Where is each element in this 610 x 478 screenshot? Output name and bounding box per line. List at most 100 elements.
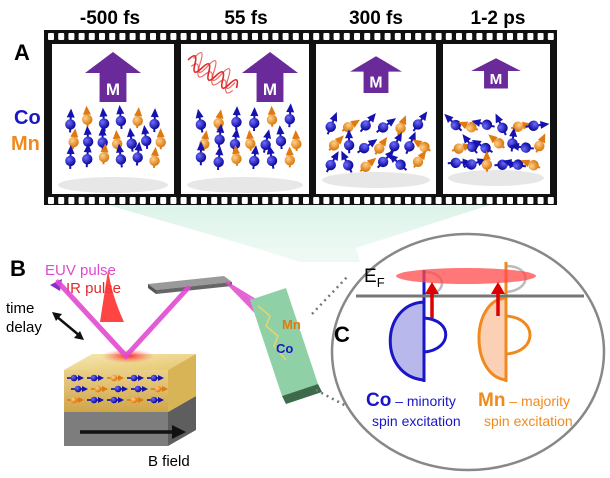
perforation-top xyxy=(517,33,524,40)
perforation-bottom xyxy=(354,197,360,204)
time-label-2: 55 fs xyxy=(224,8,267,29)
co-spin xyxy=(325,112,338,135)
perforation-bottom xyxy=(537,197,544,204)
perforation-top xyxy=(180,33,187,40)
perforation-top xyxy=(241,33,248,40)
co-spin xyxy=(356,139,378,154)
co-spin xyxy=(462,134,478,154)
mn-spin xyxy=(213,109,224,131)
perforation-bottom xyxy=(313,197,320,204)
mn-spin xyxy=(231,144,242,166)
perforation-top xyxy=(211,33,218,40)
perforation-bottom xyxy=(547,197,554,204)
perforation-bottom xyxy=(303,197,309,204)
mn-spin xyxy=(359,157,377,173)
perforation-bottom xyxy=(109,197,116,204)
co-spin xyxy=(149,108,160,133)
species-label-co: Co xyxy=(14,107,41,129)
co-spin xyxy=(82,143,93,168)
block-mn-spin xyxy=(67,396,84,404)
perforation-bottom xyxy=(99,197,105,204)
zoom-beam-lower xyxy=(256,248,360,262)
perforation-bottom xyxy=(129,197,136,204)
magnetization-label: M xyxy=(263,80,277,99)
mn-spin xyxy=(458,121,479,133)
block-co-spin xyxy=(71,385,88,393)
detector-label-mn: Mn xyxy=(282,317,301,332)
perforation-bottom xyxy=(201,197,207,204)
detector xyxy=(250,288,322,404)
perforation-top xyxy=(374,33,381,40)
perforation-top xyxy=(333,33,340,40)
perforation-top xyxy=(354,33,360,40)
perforation-top xyxy=(466,33,473,40)
co-spin xyxy=(115,143,127,168)
perforation-top xyxy=(527,33,534,40)
co-spin xyxy=(195,141,207,166)
perforation-bottom xyxy=(231,197,238,204)
co-spin xyxy=(195,108,207,133)
block-mn-spin xyxy=(127,396,144,404)
perforation-top xyxy=(231,33,238,40)
co-spin xyxy=(343,129,355,154)
magnetization-arrow-icon: M xyxy=(471,58,521,89)
perforation-top xyxy=(99,33,105,40)
co-spin xyxy=(132,141,143,166)
mn-spin xyxy=(132,107,143,129)
perforation-top xyxy=(272,33,279,40)
perforation-bottom xyxy=(282,197,289,204)
perforation-bottom xyxy=(119,197,126,204)
block-mn-spin xyxy=(151,385,168,393)
perforation-top xyxy=(303,33,309,40)
perforation-bottom xyxy=(507,197,513,204)
co-spin xyxy=(214,123,225,148)
co-spin xyxy=(412,111,428,132)
perforation-top xyxy=(160,33,167,40)
perforation-bottom xyxy=(425,197,432,204)
perforation-top xyxy=(282,33,289,40)
co-spin xyxy=(260,129,272,153)
perforation-top xyxy=(58,33,65,40)
co-spin xyxy=(359,113,376,133)
perforation-top xyxy=(405,33,411,40)
panel-b-letter: B xyxy=(10,256,26,281)
perforation-bottom xyxy=(384,197,391,204)
co-spin xyxy=(65,108,76,133)
perforation-bottom xyxy=(68,197,75,204)
panel-c-letter: C xyxy=(334,322,350,347)
mn-spin xyxy=(155,128,166,150)
perforation-bottom xyxy=(180,197,187,204)
magnetization-arrow-icon: M xyxy=(242,52,298,102)
perforation-top xyxy=(150,33,156,40)
perforation-top xyxy=(537,33,544,40)
euv-beam xyxy=(55,279,191,360)
excitation-haze xyxy=(396,268,536,284)
perforation-bottom xyxy=(252,197,258,204)
perforation-bottom xyxy=(405,197,411,204)
perforation-top xyxy=(313,33,320,40)
perforation-bottom xyxy=(221,197,228,204)
perforation-bottom xyxy=(160,197,167,204)
perforation-bottom xyxy=(333,197,340,204)
perforation-top xyxy=(201,33,207,40)
co-spin xyxy=(115,105,127,130)
block-co-spin xyxy=(147,374,164,382)
perforation-bottom xyxy=(445,197,452,204)
euv-pulse-label: EUV pulse xyxy=(45,262,116,279)
b-field-arrow-icon xyxy=(80,425,186,439)
perforation-bottom xyxy=(292,197,299,204)
block-co-spin xyxy=(107,396,124,404)
time-label-1: -500 fs xyxy=(80,8,140,29)
time-label-3: 300 fs xyxy=(349,8,403,29)
panel-c-ellipse xyxy=(330,232,606,472)
b-field-label: B field xyxy=(148,453,190,470)
film-perforations xyxy=(48,33,554,204)
time-label-4: 1-2 ps xyxy=(471,8,526,29)
perforation-top xyxy=(129,33,136,40)
perforation-bottom xyxy=(374,197,381,204)
co-spin xyxy=(502,159,527,170)
co-spin xyxy=(126,127,137,152)
perforation-bottom xyxy=(456,197,462,204)
perforation-top xyxy=(48,33,54,40)
